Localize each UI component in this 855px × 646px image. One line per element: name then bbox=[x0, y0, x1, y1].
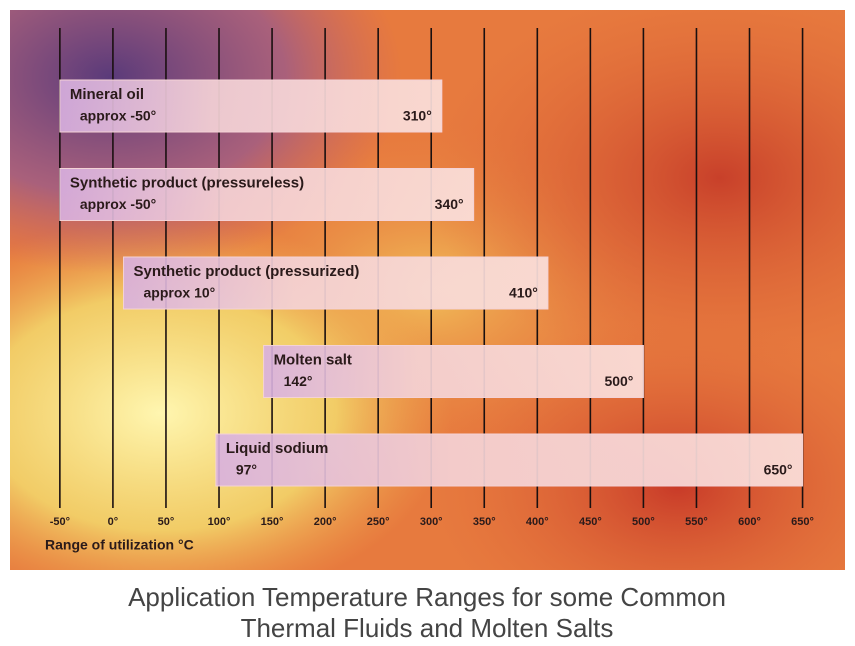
x-tick-label: 50° bbox=[158, 516, 175, 528]
x-tick-label: 0° bbox=[108, 516, 119, 528]
x-tick-label: 350° bbox=[473, 516, 496, 528]
low-label: 142° bbox=[284, 373, 313, 389]
high-label: 310° bbox=[403, 108, 432, 124]
page: {"chart_data": {"type": "range_bar", "ti… bbox=[0, 0, 855, 646]
x-axis-label: Range of utilization °C bbox=[45, 537, 194, 553]
x-tick-label: 150° bbox=[261, 516, 284, 528]
chart: Range of utilization °C -50° 0° 50° 100° 150… bbox=[0, 0, 855, 580]
bar-label: Molten salt bbox=[274, 351, 352, 368]
bar-label: Liquid sodium bbox=[226, 440, 329, 457]
high-label: 410° bbox=[509, 285, 538, 301]
x-tick-label: 250° bbox=[367, 516, 390, 528]
low-label: 97° bbox=[236, 462, 257, 478]
low-label: approx 10° bbox=[144, 285, 216, 301]
x-tick-label: 200° bbox=[314, 516, 337, 528]
x-tick-label: 600° bbox=[738, 516, 761, 528]
x-tick-label: -50° bbox=[50, 516, 70, 528]
high-label: 500° bbox=[604, 373, 633, 389]
x-tick-label: 400° bbox=[526, 516, 549, 528]
high-label: 340° bbox=[435, 196, 464, 212]
x-tick-label: 550° bbox=[685, 516, 708, 528]
high-label: 650° bbox=[764, 462, 793, 478]
x-tick-label: 100° bbox=[208, 516, 231, 528]
chart-title: Application Temperature Ranges for some … bbox=[107, 582, 747, 644]
low-label: approx -50° bbox=[80, 196, 156, 212]
x-tick-label: 650° bbox=[791, 516, 814, 528]
x-tick-label: 300° bbox=[420, 516, 443, 528]
x-tick-label: 500° bbox=[632, 516, 655, 528]
bar-label: Synthetic product (pressureless) bbox=[70, 174, 304, 191]
x-tick-label: 450° bbox=[579, 516, 602, 528]
bar-label: Synthetic product (pressurized) bbox=[134, 263, 360, 280]
low-label: approx -50° bbox=[80, 108, 156, 124]
bar-label: Mineral oil bbox=[70, 86, 144, 103]
